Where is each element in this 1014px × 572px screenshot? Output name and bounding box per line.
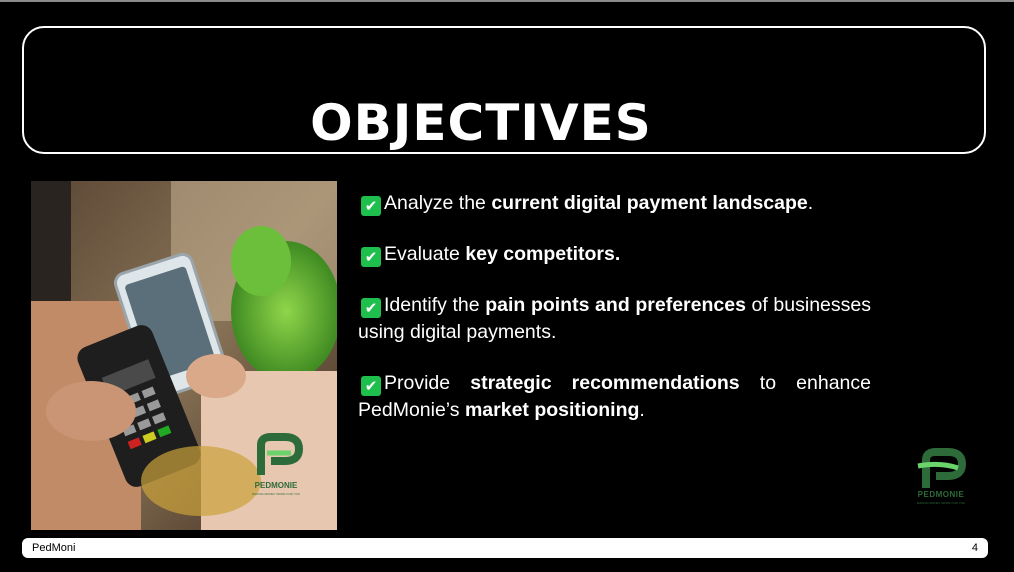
objective-item: ✔ Analyze the current digital payment lan… xyxy=(358,190,871,217)
photo-pedmonie-logo: PEDMONIE MAKING MONEY WORK FOR YOU xyxy=(241,431,311,501)
payment-terminal-photo: PEDMONIE MAKING MONEY WORK FOR YOU xyxy=(31,181,337,530)
objective-text-end: of businesses using digital payments. xyxy=(358,294,871,343)
top-border-line xyxy=(0,0,1014,2)
photo-logo-name: PEDMONIE xyxy=(254,481,298,490)
objective-text: Provide xyxy=(384,372,471,394)
footer-company-name: PedMoni xyxy=(32,542,76,554)
check-icon: ✔ xyxy=(361,298,381,318)
objective-item: ✔ Identify the pain points and preference… xyxy=(358,292,871,346)
footer-bar: PedMoni 4 xyxy=(22,538,988,558)
objective-text: Evaluate xyxy=(384,243,466,265)
objective-bold-text: current digital payment landscape xyxy=(491,192,808,214)
check-icon: ✔ xyxy=(361,376,381,396)
objective-text: Identify the xyxy=(384,294,486,316)
objectives-list: ✔ Analyze the current digital payment lan… xyxy=(358,190,871,448)
check-icon: ✔ xyxy=(361,247,381,267)
objective-text: Analyze the xyxy=(384,192,492,214)
objective-bold-text: strategic recommendations xyxy=(470,372,740,394)
pedmonie-logo: PEDMONIE MAKING MONEY WORK FOR YOU xyxy=(910,448,972,510)
logo-tagline: MAKING MONEY WORK FOR YOU xyxy=(916,501,966,505)
page-number: 4 xyxy=(971,542,978,554)
slide-title: OBJECTIVES xyxy=(310,94,652,152)
objective-text-mid: to enhance PedMonie’s xyxy=(358,372,871,421)
photo-logo-tagline: MAKING MONEY WORK FOR YOU xyxy=(251,492,301,496)
objective-bold-text: pain points and preferences xyxy=(485,294,746,316)
logo-name: PEDMONIE xyxy=(917,490,965,499)
objective-text-end: . xyxy=(807,192,814,214)
objective-bold-text: key competitors. xyxy=(465,243,621,265)
objective-item: ✔ Provide strategic recommendations to en… xyxy=(358,370,871,424)
title-box: OBJECTIVES xyxy=(22,26,986,154)
objective-bold-text-2: market positioning xyxy=(464,399,640,421)
objective-item: ✔ Evaluate key competitors. xyxy=(358,241,871,268)
check-icon: ✔ xyxy=(361,196,381,216)
objective-text-end: . xyxy=(639,399,645,421)
